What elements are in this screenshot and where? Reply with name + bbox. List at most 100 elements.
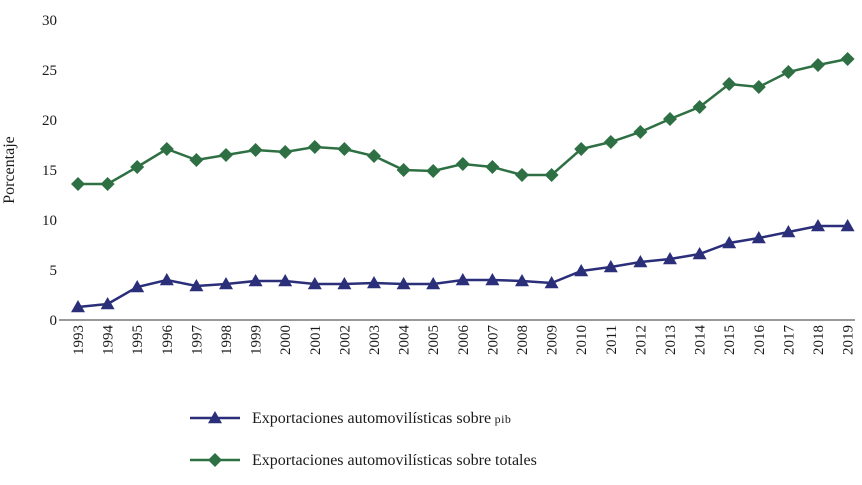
data-point: [722, 236, 737, 249]
data-point: [692, 100, 707, 114]
legend-marker: [208, 411, 222, 424]
data-point: [515, 274, 529, 287]
x-tick-label: 2011: [604, 325, 620, 354]
x-tick-label: 2018: [811, 325, 827, 355]
x-tick-label: 2017: [781, 325, 797, 356]
y-tick-label: 0: [50, 313, 58, 329]
data-point: [840, 219, 855, 232]
data-point: [159, 142, 174, 156]
data-point: [248, 143, 263, 157]
data-point: [278, 274, 293, 287]
series-line: [77, 224, 848, 309]
x-tick-label: 2012: [633, 325, 649, 355]
data-point: [278, 145, 293, 159]
y-tick-label: 25: [42, 63, 57, 79]
data-point: [337, 277, 352, 290]
x-tick-label: 2002: [337, 325, 353, 355]
x-tick-label: 2007: [485, 325, 501, 356]
data-point: [515, 168, 529, 182]
series-2: [71, 52, 855, 191]
x-axis-ticks: 1993 1994 1995 1996 1997 1998 1999 2000 2001 2002…: [71, 325, 857, 356]
x-tick-label: 1993: [71, 325, 87, 355]
legend-label: Exportaciones automovilísticas sobre pib: [252, 410, 511, 427]
data-point: [189, 279, 204, 292]
legend-item: Exportaciones automovilísticas sobre tot…: [190, 452, 537, 469]
y-tick-label: 10: [42, 213, 57, 229]
data-point: [603, 135, 618, 149]
data-point: [307, 140, 322, 154]
data-point: [485, 273, 500, 286]
data-point: [159, 273, 174, 286]
x-tick-label: 1994: [101, 325, 117, 356]
data-point: [574, 264, 589, 277]
data-point: [130, 160, 145, 174]
series-1: [71, 219, 855, 313]
y-tick-label: 5: [50, 263, 58, 279]
x-tick-label: 1996: [160, 325, 176, 356]
data-point: [663, 252, 677, 265]
data-point: [544, 276, 559, 289]
data-point: [633, 125, 648, 139]
legend-label-text: Exportaciones automovilísticas sobre tot…: [252, 452, 537, 469]
data-point: [455, 157, 470, 171]
legend-label: Exportaciones automovilísticas sobre tot…: [252, 452, 537, 469]
data-point: [100, 177, 115, 191]
legend-label-suffix: pib: [491, 412, 511, 426]
y-tick-label: 30: [42, 13, 57, 29]
data-point: [722, 77, 737, 91]
data-point: [219, 277, 233, 290]
y-tick-label: 15: [42, 163, 57, 179]
data-point: [751, 231, 766, 244]
x-tick-label: 1998: [219, 325, 235, 355]
data-point: [130, 280, 145, 293]
x-tick-label: 1997: [189, 325, 205, 356]
x-tick-label: 2000: [278, 325, 294, 355]
data-point: [396, 163, 411, 177]
x-tick-label: 2015: [722, 325, 738, 355]
data-point: [426, 277, 441, 290]
data-point: [811, 219, 825, 232]
data-point: [219, 148, 233, 162]
x-tick-label: 2013: [663, 325, 679, 355]
legend: Exportaciones automovilísticas sobre pib…: [190, 410, 537, 469]
data-point: [396, 277, 411, 290]
y-tick-label: 20: [42, 113, 57, 129]
legend-label-text: Exportaciones automovilísticas sobre: [252, 410, 491, 427]
legend-item: Exportaciones automovilísticas sobre pib: [190, 410, 511, 427]
x-tick-label: 2001: [308, 325, 324, 355]
x-tick-label: 2016: [752, 325, 768, 356]
data-point: [367, 276, 381, 289]
data-point: [426, 164, 441, 178]
x-tick-label: 2008: [515, 325, 531, 355]
data-point: [485, 160, 500, 174]
series-layer: [71, 52, 855, 313]
x-tick-label: 1995: [130, 325, 146, 355]
data-point: [367, 149, 381, 163]
data-point: [811, 58, 825, 72]
y-axis-ticks: 0 5 10 15 20 25 30: [42, 13, 57, 329]
x-tick-label: 2014: [693, 325, 709, 356]
x-tick-label: 2004: [397, 325, 413, 356]
data-point: [71, 177, 85, 191]
x-tick-label: 2010: [574, 325, 590, 355]
x-tick-label: 2019: [841, 325, 857, 355]
legend-marker: [208, 453, 222, 467]
x-tick-label: 1999: [249, 325, 265, 355]
data-point: [189, 153, 204, 167]
data-point: [781, 65, 796, 79]
data-point: [71, 300, 85, 313]
data-point: [248, 274, 263, 287]
y-axis-label: Porcentaje: [1, 136, 18, 204]
x-tick-label: 2003: [367, 325, 383, 355]
data-point: [692, 247, 707, 260]
data-point: [337, 142, 352, 156]
data-point: [544, 168, 559, 182]
data-point: [663, 112, 677, 126]
data-point: [633, 255, 648, 268]
data-point: [840, 52, 855, 66]
data-point: [100, 297, 115, 310]
data-point: [307, 277, 322, 290]
data-point: [603, 260, 618, 273]
data-point: [574, 142, 589, 156]
